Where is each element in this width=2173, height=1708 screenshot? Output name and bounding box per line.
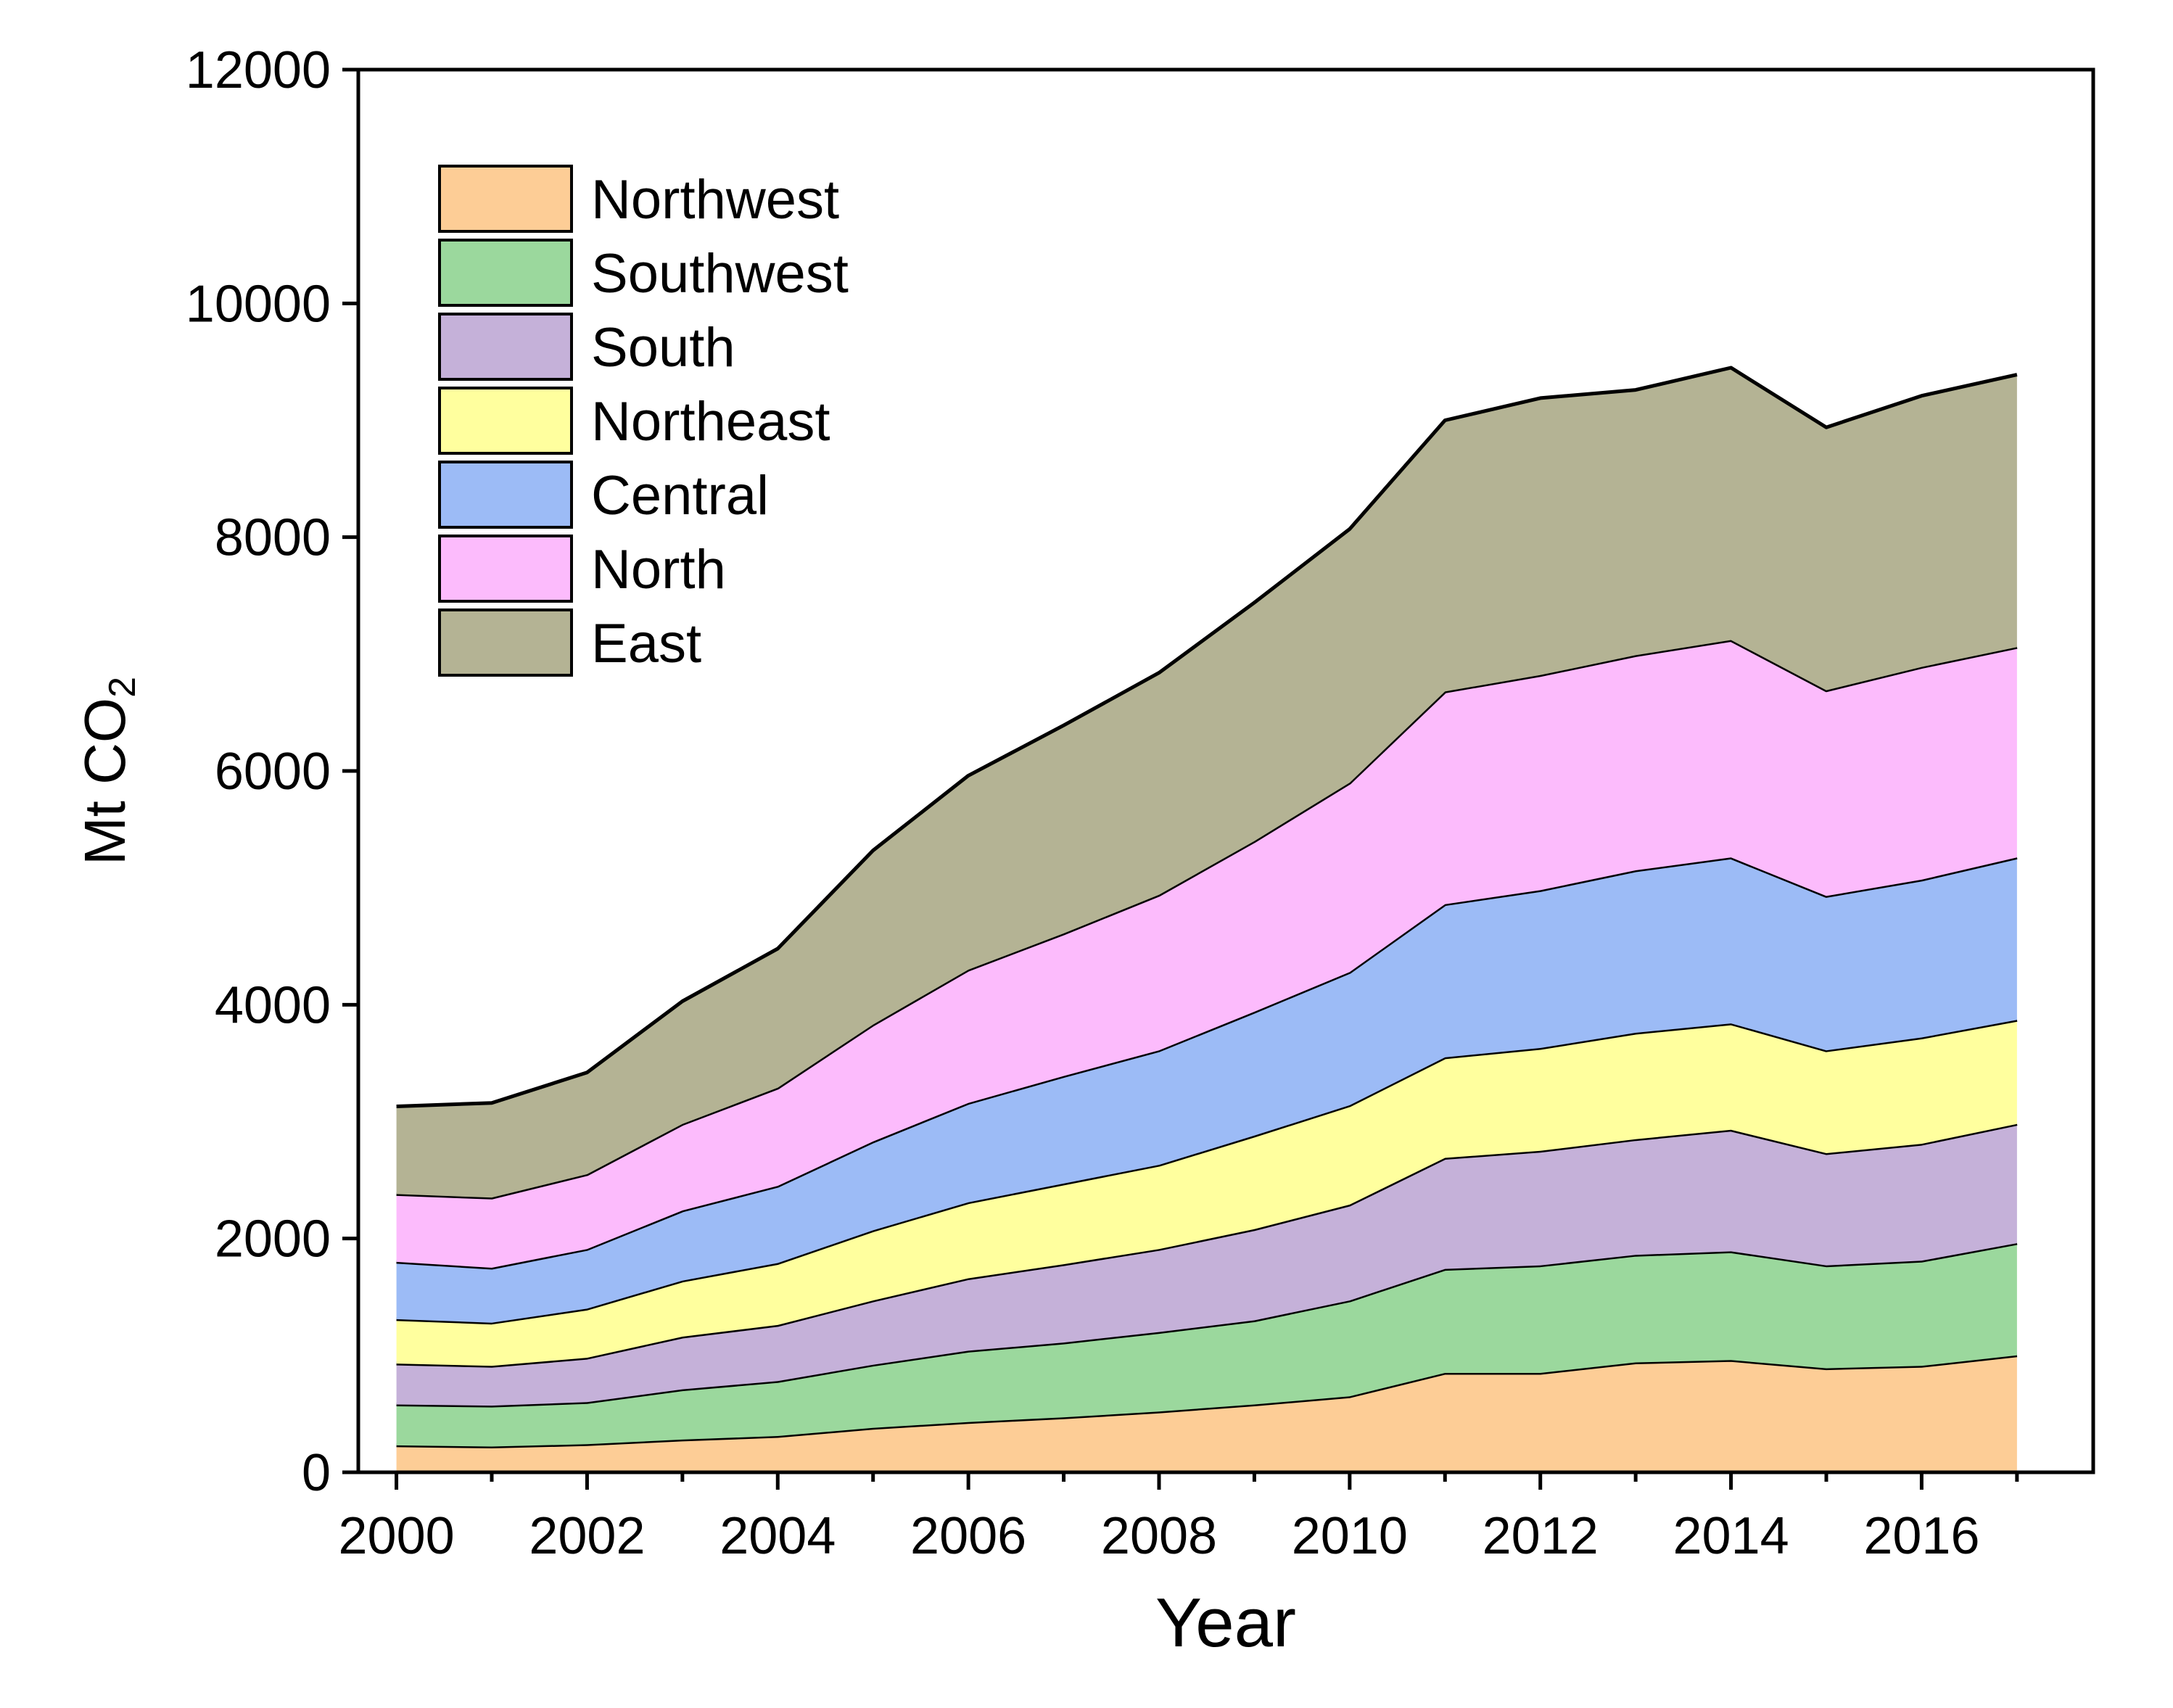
x-tick-label: 2004 [719, 1507, 836, 1565]
area-boundary-east [396, 366, 2018, 1108]
legend-label-north: North [591, 539, 726, 601]
y-tick-label: 0 [302, 1444, 331, 1502]
y-axis-title-main: Mt CO [73, 698, 137, 865]
area-south [396, 1123, 2017, 1406]
legend-swatch-central [438, 461, 573, 529]
legend-swatch-southwest [438, 239, 573, 307]
legend-label-central: Central [591, 465, 769, 527]
x-tick-label: 2000 [338, 1507, 454, 1565]
area-northeast [396, 1020, 2017, 1366]
y-axis-title: Mt CO2 [73, 677, 144, 865]
area-east [396, 368, 2017, 1198]
legend-swatch-north [438, 535, 573, 603]
area-boundary-southwest [396, 1241, 2018, 1408]
x-tick-label: 2008 [1101, 1507, 1217, 1565]
y-tick-label: 4000 [215, 976, 331, 1034]
area-north [396, 640, 2017, 1268]
area-southwest [396, 1243, 2017, 1447]
legend: Northwest Southwest South Northeast Central N… [438, 165, 849, 677]
y-tick-label: 2000 [215, 1210, 331, 1268]
legend-swatch-northeast [438, 387, 573, 455]
legend-swatch-south [438, 313, 573, 381]
legend-swatch-northwest [438, 165, 573, 233]
x-axis-title: Year [1155, 1584, 1296, 1662]
area-central [396, 857, 2017, 1323]
y-axis-title-subscript: 2 [102, 677, 144, 698]
x-tick-label: 2010 [1292, 1507, 1408, 1565]
x-tick-label: 2012 [1483, 1507, 1599, 1565]
x-tick-label: 2006 [910, 1507, 1026, 1565]
x-tick-label: 2014 [1673, 1507, 1789, 1565]
legend-swatch-east [438, 608, 573, 677]
y-tick-label: 8000 [215, 509, 331, 567]
x-tick-label: 2016 [1863, 1507, 1979, 1565]
y-axis: 0 2000 4000 6000 8000 10000 12000 [186, 41, 358, 1502]
legend-label-southwest: Southwest [591, 243, 849, 305]
y-tick-label: 10000 [186, 275, 331, 333]
x-tick-label: 2002 [529, 1507, 645, 1565]
x-axis: 2000 2002 2004 2006 2008 2010 2012 2014 2016 [338, 1472, 2019, 1565]
legend-label-northwest: Northwest [591, 169, 839, 231]
legend-label-east: East [591, 613, 701, 674]
area-northwest [396, 1355, 2017, 1472]
y-tick-label: 12000 [186, 41, 331, 99]
legend-label-northeast: Northeast [591, 391, 830, 453]
legend-label-south: South [591, 317, 735, 379]
y-tick-label: 6000 [215, 743, 331, 801]
area-layers [396, 366, 2018, 1472]
